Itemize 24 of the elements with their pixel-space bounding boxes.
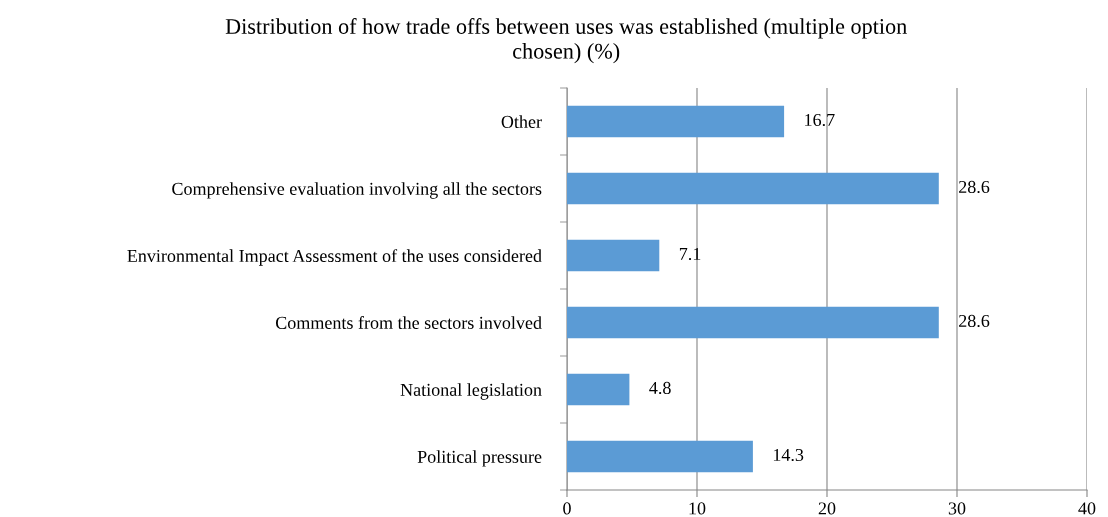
bar [567,373,630,406]
data-label: 28.6 [959,180,990,194]
data-label: 14.3 [773,448,804,462]
chart-title: Distribution of how trade offs between uses was established (multiple option chosen) (%) [225,18,907,64]
x-tick-label: 20 [818,502,836,515]
data-label: 4.8 [649,381,671,395]
x-tick-label: 40 [1078,502,1096,515]
bar [567,172,939,205]
x-tick-label: 30 [948,502,966,515]
y-tick-label: Comprehensive evaluation involving all the sectors [172,182,542,199]
bar [567,239,660,272]
data-label: 28.6 [959,314,990,328]
y-tick-label: Comments from the sectors involved [275,316,542,329]
x-tick-label: 10 [689,502,706,515]
y-tick-label: Environmental Impact Assessment of the uses considered [127,249,542,266]
y-tick-label: Political pressure [417,450,542,467]
data-label: 16.7 [805,113,835,127]
x-tick-label: 0 [563,502,571,515]
bar [567,306,939,339]
y-tick-label: Other [501,115,542,128]
data-label: 7.1 [679,247,701,261]
y-tick-label: National legislation [400,383,542,400]
bar [567,440,753,473]
bar [567,105,785,138]
